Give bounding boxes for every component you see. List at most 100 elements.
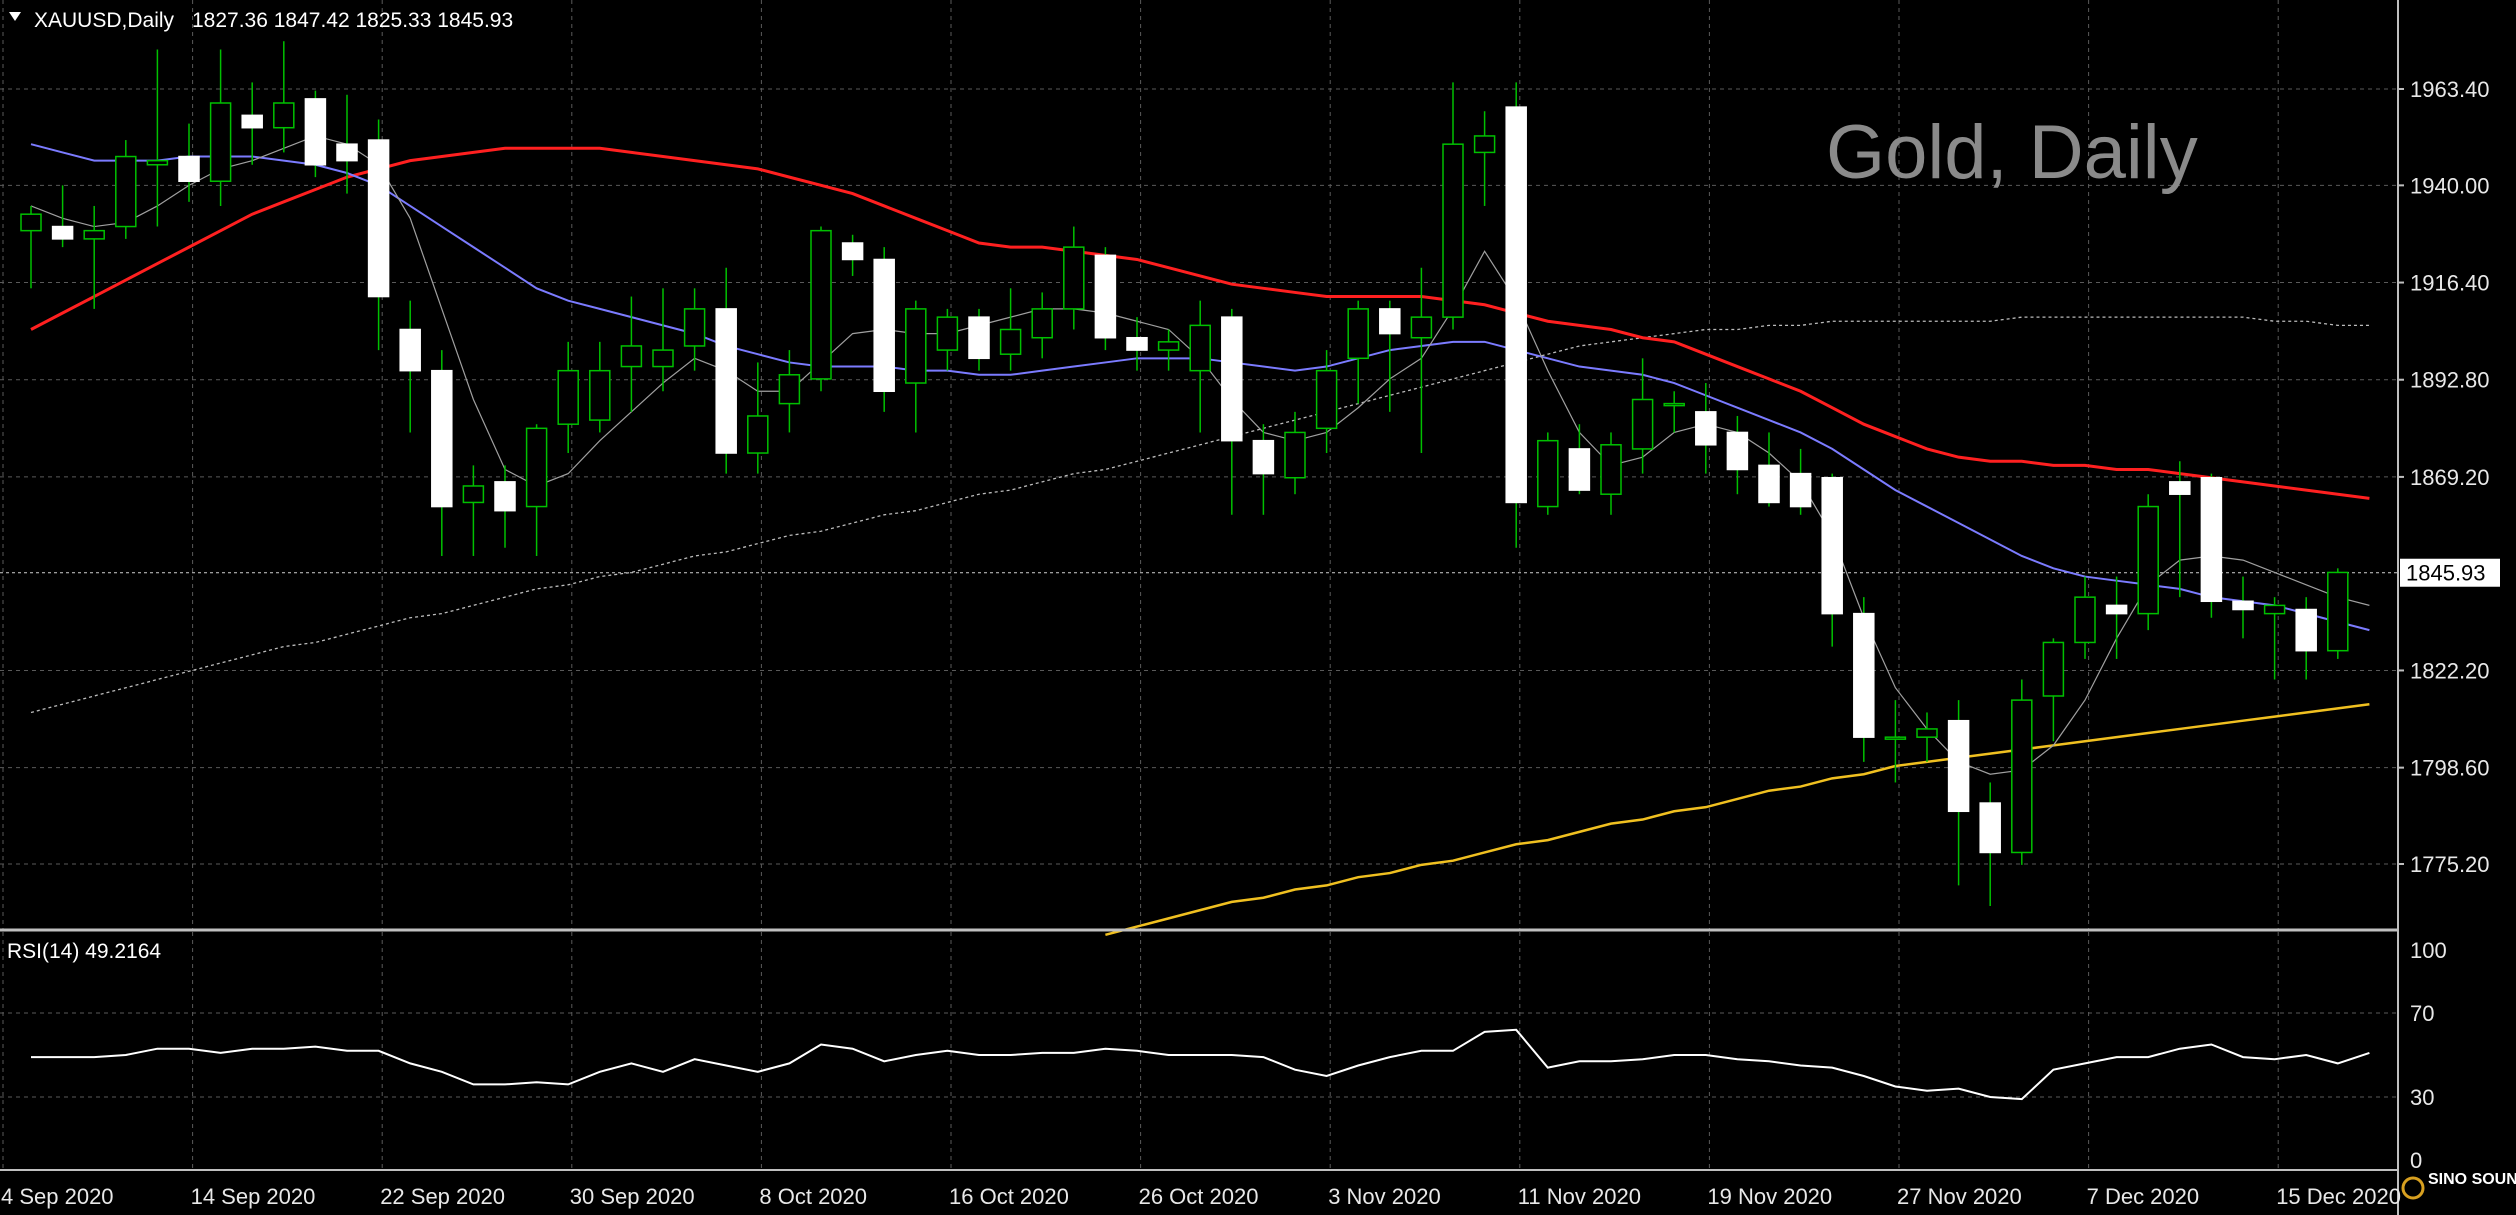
x-tick-label: 26 Oct 2020: [1139, 1184, 1259, 1209]
y-tick-label: 1963.40: [2410, 77, 2490, 102]
y-tick-label: 1775.20: [2410, 852, 2490, 877]
candle-bull: [1537, 439, 1559, 508]
x-tick-label: 22 Sep 2020: [380, 1184, 505, 1209]
x-tick-label: 3 Nov 2020: [1328, 1184, 1441, 1209]
candle-bull: [1157, 341, 1180, 351]
rsi-level-label: 100: [2410, 938, 2447, 963]
candle-bull: [905, 308, 927, 384]
logo-text: SINO SOUND: [2428, 1171, 2516, 1188]
candle-bull: [1189, 324, 1211, 372]
candle-bull: [146, 159, 169, 166]
candle-bull: [2011, 699, 2033, 854]
candle-bear: [841, 242, 864, 261]
rsi-panel: [31, 1028, 2370, 1101]
candle-bear: [1379, 308, 1401, 335]
x-tick-label: 14 Sep 2020: [191, 1184, 316, 1209]
rsi-level-label: 70: [2410, 1001, 2434, 1026]
candle-bear: [715, 308, 737, 454]
candle-bear: [1252, 439, 1275, 475]
candle-bull: [1442, 143, 1464, 318]
candle-bull: [525, 427, 548, 508]
current-price-box: [2400, 558, 2500, 587]
chart-header-ohlc: 1827.36 1847.42 1825.33 1845.93: [192, 9, 513, 32]
candle-bear: [1947, 719, 1970, 813]
x-tick-label: 8 Oct 2020: [759, 1184, 867, 1209]
candle-bull: [2263, 604, 2286, 615]
x-tick-label: 11 Nov 2020: [1518, 1184, 1641, 1209]
candle-bull: [2327, 571, 2349, 652]
y-tick-label: 1892.80: [2410, 368, 2490, 393]
rsi-level-label: 0: [2410, 1148, 2422, 1173]
candle-bear: [399, 328, 421, 372]
candle-bull: [1284, 431, 1306, 479]
candle-bull: [462, 485, 485, 504]
candle-bull: [1063, 246, 1085, 310]
candle-bear: [1695, 411, 1717, 446]
x-tick-label: 27 Nov 2020: [1897, 1184, 2022, 1209]
candle-bull: [936, 316, 959, 351]
candle-bull: [589, 369, 611, 421]
candle-bull: [747, 415, 769, 454]
candle-bull: [115, 155, 137, 228]
candle-bull: [1884, 736, 1907, 740]
candle-bull: [1631, 398, 1654, 450]
candle-bear: [2295, 608, 2317, 652]
candles: [20, 41, 2349, 907]
candle-bear: [494, 481, 516, 512]
x-tick-label: 16 Oct 2020: [949, 1184, 1069, 1209]
candle-bull: [620, 345, 643, 368]
candle-bull: [683, 308, 706, 347]
candle-bull: [810, 229, 832, 380]
candle-bull: [652, 349, 674, 368]
y-tick-label: 1798.60: [2410, 756, 2490, 781]
candle-bear: [1979, 802, 2001, 854]
candle-bull: [1410, 316, 1433, 339]
candle-bull: [1663, 402, 1685, 407]
collapse-triangle-icon[interactable]: [9, 12, 21, 21]
y-tick-label: 1822.20: [2410, 658, 2490, 683]
ma-long-line: [30, 316, 2370, 714]
candle-bear: [2169, 481, 2191, 495]
chart-watermark: Gold, Daily: [1826, 110, 2198, 195]
rsi-label: RSI(14) 49.2164: [7, 940, 161, 963]
candle-bear: [1505, 106, 1527, 504]
ma-slow-line: [30, 146, 2370, 500]
candle-bear: [1853, 612, 1875, 738]
logo-mark-icon: [2401, 1176, 2425, 1200]
candle-bear: [1789, 472, 1812, 508]
candle-bull: [2074, 596, 2096, 644]
candle-bull: [209, 102, 232, 182]
candle-bear: [1126, 336, 1148, 351]
x-tick-label: 15 Dec 2020: [2276, 1184, 2401, 1209]
candle-bull: [1347, 308, 1369, 360]
x-tick-label: 4 Sep 2020: [1, 1184, 114, 1209]
candle-bull: [20, 213, 42, 232]
candle-bear: [873, 258, 895, 393]
rsi-level-label: 30: [2410, 1085, 2434, 1110]
y-tick-label: 1869.20: [2410, 465, 2490, 490]
candle-bull: [83, 229, 105, 240]
candle-bull: [2042, 641, 2065, 697]
x-tick-label: 7 Dec 2020: [2087, 1184, 2200, 1209]
ma-200-line: [1105, 702, 2370, 937]
candle-bear: [1758, 464, 1780, 504]
candle-bear: [1094, 254, 1117, 339]
candle-bear: [178, 155, 200, 182]
candle-bear: [1221, 316, 1243, 442]
candle-bull: [557, 369, 579, 425]
candle-bull: [1600, 444, 1622, 495]
chart-header-symbol: XAUUSD,Daily: [34, 9, 175, 32]
candle-bear: [968, 316, 990, 360]
candle-bull: [1473, 135, 1496, 154]
candle-bear: [1568, 448, 1591, 491]
x-tick-label: 19 Nov 2020: [1707, 1184, 1832, 1209]
candle-bull: [2137, 505, 2159, 615]
candle-bull: [1031, 308, 1053, 339]
candle-bear: [241, 114, 263, 129]
candle-bear: [51, 225, 74, 240]
candle-bear: [2200, 476, 2223, 603]
x-tick-label: 30 Sep 2020: [570, 1184, 695, 1209]
rsi-line: [31, 1028, 2370, 1101]
